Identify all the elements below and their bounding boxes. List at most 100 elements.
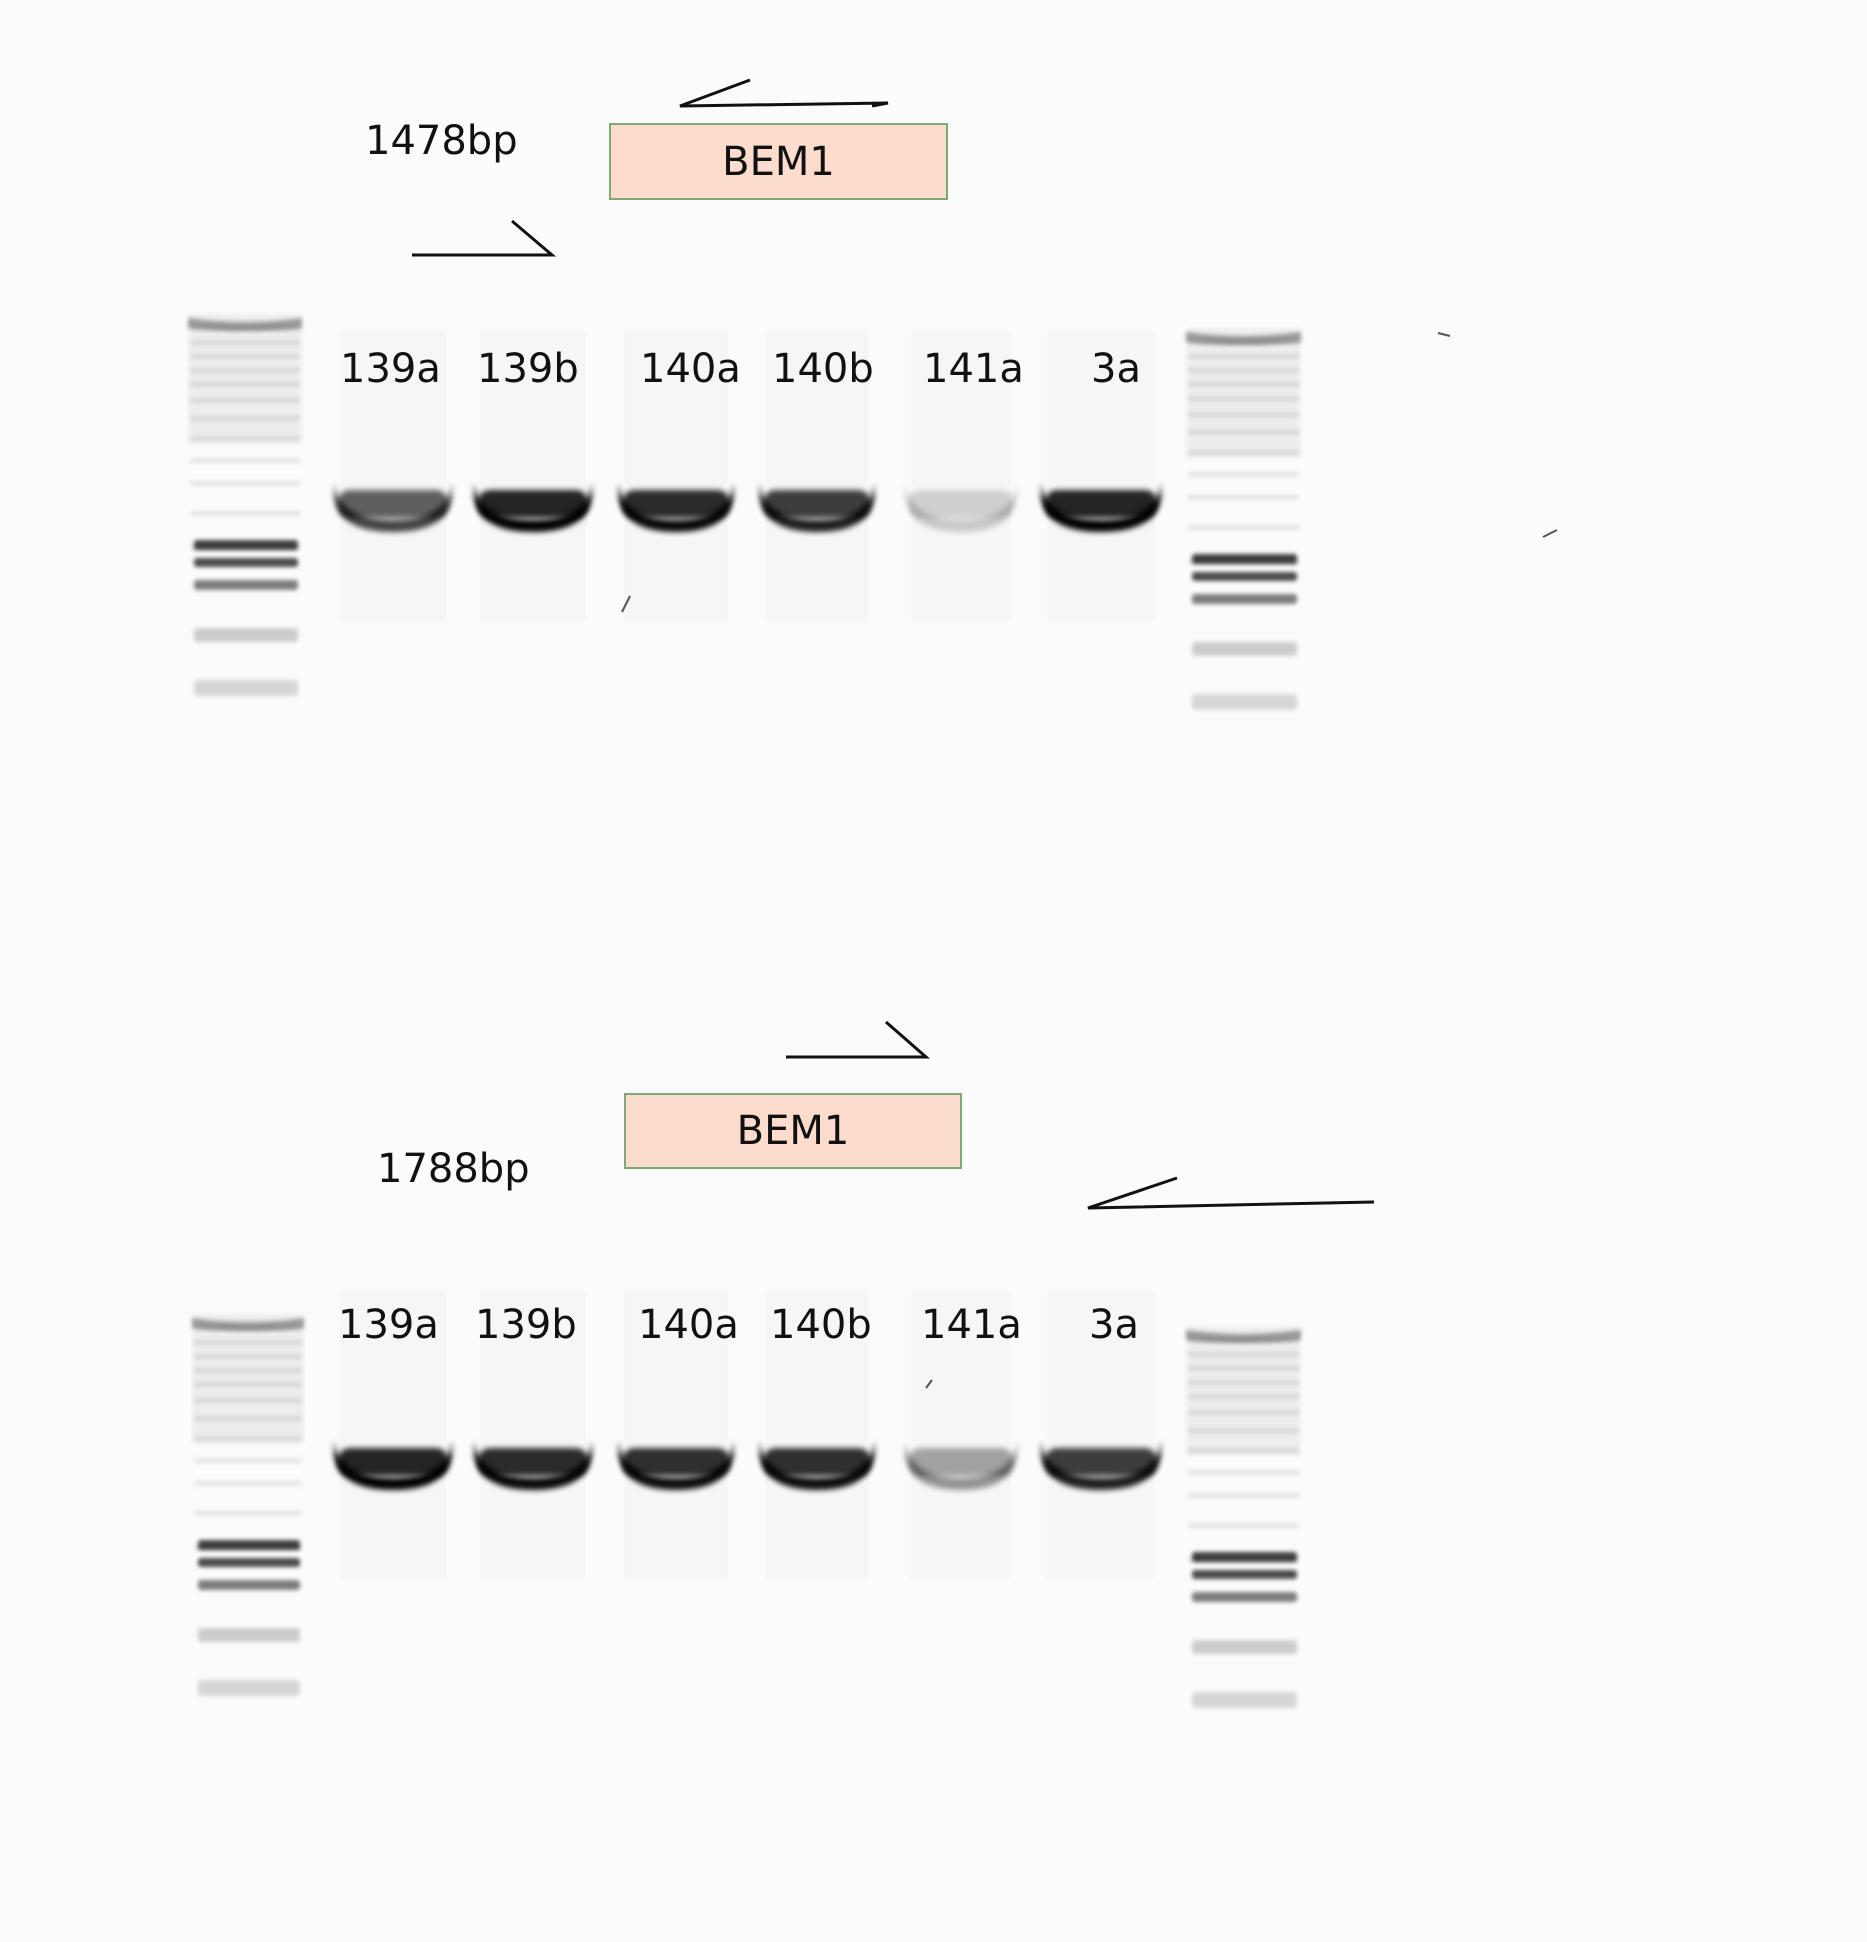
lane-label: 140b: [772, 346, 874, 392]
dna-band: [474, 482, 592, 532]
lane-label: 139b: [475, 1302, 577, 1348]
lane-label: 139a: [338, 1302, 439, 1348]
ladder-rung: [194, 628, 298, 642]
reverse-primer-arrow: [1087, 1176, 1375, 1210]
ladder-rung: [1192, 642, 1297, 656]
ladder-rung: [1188, 1394, 1299, 1399]
ladder-rung: [194, 1481, 302, 1486]
ladder-rung: [1188, 1523, 1299, 1528]
ladder-rung: [198, 1540, 300, 1550]
dna-band: [1041, 1440, 1161, 1490]
ladder-rung: [194, 1382, 302, 1387]
lane-label: 140a: [640, 346, 741, 392]
ladder-rung: [1188, 430, 1299, 435]
ladder-rung: [194, 1368, 302, 1373]
ladder-rung: [1188, 1428, 1299, 1433]
dna-band: [1041, 482, 1161, 532]
dna-band: [474, 1440, 592, 1490]
ladder-rung: [194, 680, 298, 696]
gel-artifact: [1542, 529, 1558, 538]
ladder-rung: [1188, 382, 1299, 387]
ladder-rung: [1192, 554, 1297, 564]
ladder-rung: [194, 1416, 302, 1421]
dna-band: [759, 1440, 875, 1490]
gel-artifact: [621, 595, 631, 613]
ladder-rung: [1188, 354, 1299, 359]
ladder-lane: [1186, 1326, 1301, 1708]
ladder-rung: [1188, 368, 1299, 373]
ladder-rung: [1192, 1552, 1297, 1562]
dna-band-core: [909, 1448, 1013, 1476]
dna-band-core: [622, 1448, 730, 1476]
dna-band-core: [478, 490, 588, 518]
gene-label-2: BEM1: [736, 1108, 850, 1154]
ladder-rung: [198, 1558, 300, 1567]
ladder-lane: [1186, 328, 1301, 710]
band-layer: [334, 482, 1161, 1490]
ladder-rung: [1188, 1352, 1299, 1357]
forward-primer-arrow: [412, 219, 557, 257]
primer-layer: [412, 78, 1558, 1389]
dna-band: [618, 482, 734, 532]
ladder-rung: [198, 1680, 300, 1696]
lane-label: 140a: [638, 1302, 739, 1348]
forward-primer-arrow: [786, 1020, 930, 1059]
lane-label: 141a: [923, 346, 1024, 392]
ladder-layer: [188, 314, 1301, 1708]
ladder-rung: [1192, 1640, 1297, 1654]
ladder-rung: [194, 1398, 302, 1403]
ladder-rung: [190, 436, 300, 441]
product-size-label-1: 1478bp: [365, 118, 518, 164]
ladder-rung: [1192, 694, 1297, 710]
dna-band-core: [1045, 490, 1157, 518]
dna-band-core: [338, 490, 448, 518]
reverse-primer-arrow: [679, 78, 889, 108]
ladder-rung: [190, 326, 300, 331]
ladder-rung: [194, 540, 298, 550]
ladder-rung: [194, 1326, 302, 1331]
ladder-rung: [1188, 472, 1299, 477]
dna-band-core: [338, 1448, 448, 1476]
dna-band-core: [1045, 1448, 1157, 1476]
dna-band: [905, 1440, 1017, 1490]
ladder-rung: [1188, 525, 1299, 530]
gene-box-1: BEM1: [609, 123, 948, 200]
ladder-rung: [1188, 1338, 1299, 1343]
dna-band-core: [622, 490, 730, 518]
gel-artifact: [1437, 332, 1451, 337]
ladder-rung: [1188, 1366, 1299, 1371]
ladder-rung: [190, 354, 300, 359]
ladder-rung: [1192, 572, 1297, 581]
dna-band-core: [763, 490, 871, 518]
dna-band: [334, 1440, 452, 1490]
dna-band-core: [763, 1448, 871, 1476]
ladder-rung: [190, 382, 300, 387]
lane-label: 140b: [770, 1302, 872, 1348]
ladder-rung: [1188, 396, 1299, 401]
ladder-rung: [190, 368, 300, 373]
lane-label: 139b: [477, 346, 579, 392]
ladder-rung: [198, 1628, 300, 1642]
lane-label: 3a: [1089, 1302, 1139, 1348]
ladder-rung: [1188, 1493, 1299, 1498]
dna-band: [759, 482, 875, 532]
gel-artifact: [925, 1379, 933, 1389]
dna-band-core: [478, 1448, 588, 1476]
lane-label: 141a: [921, 1302, 1022, 1348]
ladder-rung: [198, 1580, 300, 1590]
ladder-rung: [194, 1458, 302, 1463]
ladder-rung: [1192, 1570, 1297, 1579]
ladder-rung: [194, 580, 298, 590]
ladder-rung: [1188, 1380, 1299, 1385]
ladder-rung: [1188, 1448, 1299, 1453]
ladder-rung: [1192, 594, 1297, 604]
ladder-rung: [190, 398, 300, 403]
dna-band-core: [909, 490, 1013, 518]
ladder-rung: [190, 458, 300, 463]
dna-band: [618, 1440, 734, 1490]
gene-label-1: BEM1: [722, 138, 835, 185]
ladder-rung: [190, 481, 300, 486]
ladder-lane: [188, 314, 302, 696]
